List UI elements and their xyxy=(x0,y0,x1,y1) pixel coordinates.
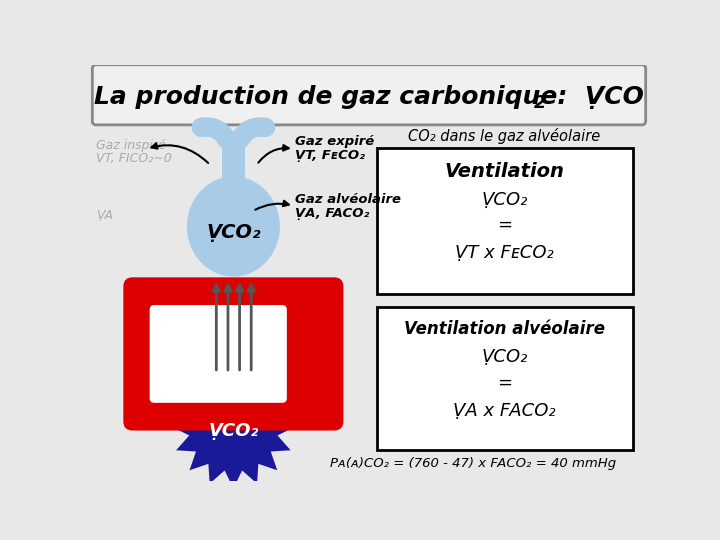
Text: Gaz alvéolaire: Gaz alvéolaire xyxy=(295,193,401,206)
Text: ṾCO₂: ṾCO₂ xyxy=(208,422,258,440)
Bar xyxy=(222,132,245,194)
Text: Ventilation alvéolaire: Ventilation alvéolaire xyxy=(404,320,605,338)
FancyBboxPatch shape xyxy=(150,305,287,403)
FancyBboxPatch shape xyxy=(92,65,646,125)
Text: Gaz inspiré: Gaz inspiré xyxy=(96,139,166,152)
Text: VT, FICO₂~0: VT, FICO₂~0 xyxy=(96,152,172,165)
Text: ṾA: ṾA xyxy=(96,208,113,221)
Text: =: = xyxy=(497,374,512,392)
Text: ṾCO₂: ṾCO₂ xyxy=(482,191,528,208)
Text: ṾA x FACO₂: ṾA x FACO₂ xyxy=(454,402,556,420)
Text: CO₂ dans le gaz alvéolaire: CO₂ dans le gaz alvéolaire xyxy=(408,127,600,144)
Polygon shape xyxy=(171,365,295,488)
Text: Ventilation: Ventilation xyxy=(445,161,564,180)
Text: Pᴀ(ᴀ)CO₂ = (760 - 47) x FACO₂ = 40 mmHg: Pᴀ(ᴀ)CO₂ = (760 - 47) x FACO₂ = 40 mmHg xyxy=(330,457,616,470)
Text: ṾCO₂: ṾCO₂ xyxy=(482,348,528,367)
Text: La production de gaz carbonique:  ṾCO: La production de gaz carbonique: ṾCO xyxy=(94,85,644,109)
FancyBboxPatch shape xyxy=(123,278,343,430)
Text: ṾT, FᴇCO₂: ṾT, FᴇCO₂ xyxy=(295,149,365,162)
Text: =: = xyxy=(497,216,512,234)
Text: ṾA, FACO₂: ṾA, FACO₂ xyxy=(295,207,369,220)
Text: Gaz expiré: Gaz expiré xyxy=(295,136,374,148)
Text: ṾT x FᴇCO₂: ṾT x FᴇCO₂ xyxy=(455,245,554,262)
Bar xyxy=(377,307,632,450)
Bar xyxy=(222,184,245,234)
Bar xyxy=(377,148,632,294)
Text: ṾCO₂: ṾCO₂ xyxy=(206,223,261,242)
Ellipse shape xyxy=(187,177,280,276)
Text: 2: 2 xyxy=(534,94,546,112)
